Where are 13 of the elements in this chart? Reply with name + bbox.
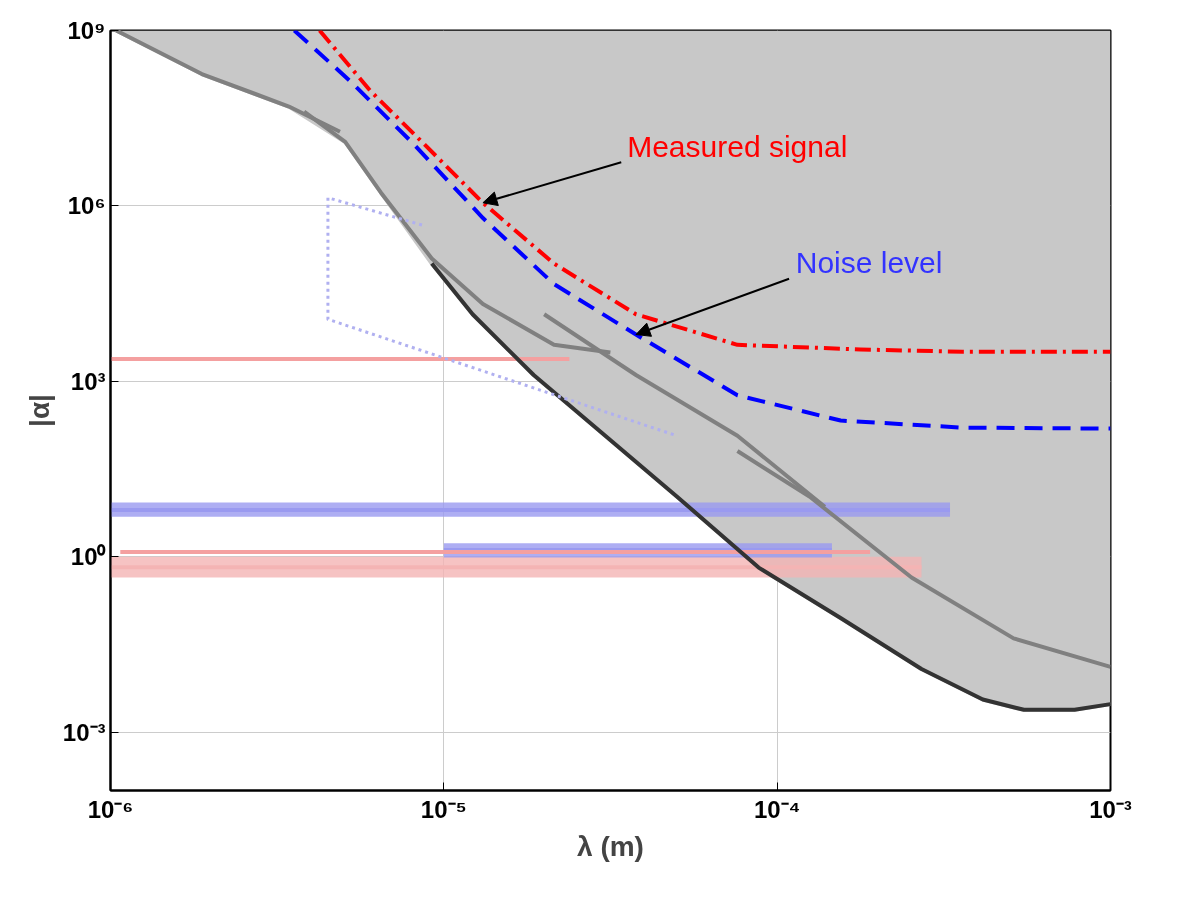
x-tick-label: 10⁻⁴ <box>753 795 801 823</box>
y-tick-label: 10⁹ <box>67 17 106 44</box>
annotation: Measured signal <box>627 129 848 163</box>
y-axis-title: |α| <box>23 394 55 427</box>
x-tick-label: 10⁻⁶ <box>87 795 134 823</box>
y-tick-label: 10⁻³ <box>62 718 106 746</box>
annotation: Noise level <box>795 246 943 280</box>
x-tick-label: 10⁻⁵ <box>420 795 467 823</box>
x-axis-title: λ (m) <box>577 830 644 862</box>
y-tick-label: 10³ <box>70 367 106 395</box>
y-tick-label: 10⁶ <box>67 192 106 220</box>
x-tick-label: 10⁻³ <box>1089 795 1132 823</box>
y-tick-label: 10⁰ <box>70 543 107 571</box>
